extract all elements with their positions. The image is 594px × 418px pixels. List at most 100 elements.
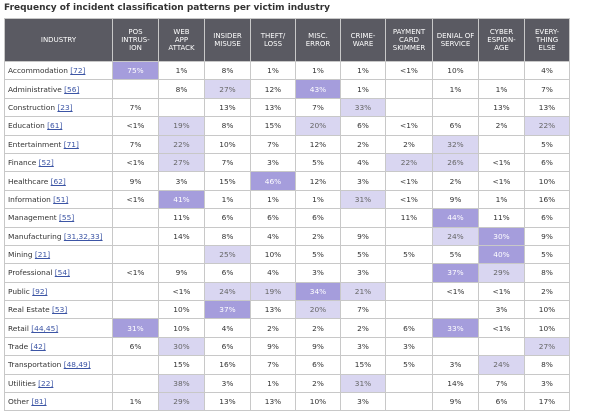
column-header: POS INTRUS- ION (112, 18, 159, 62)
naics-code-link[interactable]: [72] (70, 66, 86, 76)
naics-code-link[interactable]: [53] (52, 305, 68, 315)
industry-name: Construction (8, 102, 58, 112)
industry-name: Accommodation (8, 66, 71, 76)
industry-name: Entertainment (8, 139, 64, 149)
table-row: Other [81] 1% 29% 13% 13% 10% 3% 9% 6% 17% (4, 392, 570, 412)
naics-code-link[interactable]: [21] (34, 250, 51, 260)
value-cell: 4% (250, 263, 296, 283)
column-header-line: AGE (494, 44, 509, 52)
industry-name: Healthcare (8, 176, 51, 186)
table-row: Trade [42] 6% 30% 6% 9% 9% 3% 3% 27% (4, 336, 570, 357)
industry-cell: Other [81] (4, 392, 113, 412)
column-header: CYBER ESPION- AGE (478, 18, 525, 62)
value-cell (432, 97, 479, 118)
column-header: THEFT/LOSS (250, 18, 296, 62)
value-cell: 13% (250, 300, 296, 320)
value-cell: <1% (385, 116, 433, 136)
value-cell: 6% (204, 263, 251, 283)
value-cell: 2% (295, 226, 341, 246)
value-cell: 16% (204, 355, 251, 375)
value-cell: 9% (432, 189, 479, 210)
column-header: CRIME- WARE (340, 18, 386, 62)
value-cell: 17% (524, 392, 570, 412)
value-cell: 6% (295, 355, 341, 375)
value-cell (112, 355, 159, 375)
value-cell: 19% (250, 281, 296, 302)
table-row: Accommodation [72] 75% 1% 8% 1% 1% 1% <1% 10% 4% (4, 60, 570, 81)
column-header-line: ERROR (305, 40, 331, 48)
naics-code-link[interactable]: [31,32,33] (63, 231, 103, 241)
value-cell: <1% (112, 152, 159, 173)
value-cell: 13% (250, 392, 296, 412)
value-cell: 27% (158, 152, 205, 173)
value-cell (432, 300, 479, 320)
naics-code-link[interactable]: [22] (38, 378, 54, 388)
value-cell: 41% (158, 189, 205, 210)
industry-cell: Administrative [56] (4, 79, 113, 99)
value-cell: 5% (295, 244, 341, 265)
value-cell: 15% (158, 355, 205, 375)
value-cell (432, 336, 479, 357)
table-row: Healthcare [62] 9% 3% 15% 46% 12% 3% <1% 2% <1% 10… (4, 171, 570, 191)
value-cell: 5% (432, 244, 479, 265)
value-cell: 30% (158, 336, 205, 357)
naics-code-link[interactable]: [48,49] (63, 360, 91, 370)
column-header-line: EVERY- (534, 28, 560, 36)
naics-code-link[interactable]: [92] (32, 286, 48, 296)
value-cell: 9% (295, 336, 341, 357)
value-cell: 37% (204, 300, 251, 320)
industry-cell: Transportation [48,49] (4, 355, 113, 375)
value-cell: 24% (478, 355, 525, 375)
industry-name: Retail (8, 323, 32, 333)
value-cell: <1% (385, 189, 433, 210)
value-cell: 3% (340, 336, 386, 357)
table-body: Accommodation [72] 75% 1% 8% 1% 1% 1% <1% 10% 4% A… (4, 60, 570, 412)
industry-name: Professional (8, 268, 55, 278)
naics-code-link[interactable]: [54] (54, 268, 70, 278)
value-cell: 9% (158, 263, 205, 283)
value-cell: 3% (340, 392, 386, 412)
value-cell: 13% (204, 392, 251, 412)
naics-code-link[interactable]: [71] (63, 139, 79, 149)
value-cell: 2% (250, 318, 296, 338)
value-cell: 8% (524, 355, 570, 375)
value-cell: 7% (250, 355, 296, 375)
value-cell: 3% (478, 300, 525, 320)
naics-code-link[interactable]: [23] (57, 102, 73, 112)
industry-name: Information (8, 194, 54, 204)
value-cell: <1% (478, 318, 525, 338)
naics-code-link[interactable]: [51] (53, 194, 69, 204)
value-cell: 5% (340, 244, 386, 265)
value-cell: 27% (524, 336, 570, 357)
value-cell: 11% (385, 208, 433, 228)
naics-code-link[interactable]: [44,45] (31, 323, 59, 333)
value-cell: 24% (204, 281, 251, 302)
column-header-line: MISUSE (214, 40, 241, 48)
industry-name: Education (8, 121, 48, 131)
value-cell: 6% (385, 318, 433, 338)
value-cell: 2% (295, 373, 341, 394)
industry-name: Other (8, 397, 32, 407)
value-cell: 6% (204, 336, 251, 357)
value-cell: 24% (432, 226, 479, 246)
column-header-line: ESPION- (487, 36, 516, 44)
table-row: Entertainment [71] 7% 22% 10% 7% 12% 2% 2% 32% 5% (4, 134, 570, 154)
naics-code-link[interactable]: [55] (59, 213, 75, 223)
naics-code-link[interactable]: [81] (31, 397, 47, 407)
industry-cell: Healthcare [62] (4, 171, 113, 191)
value-cell: 1% (478, 79, 525, 99)
value-cell: 43% (295, 79, 341, 99)
value-cell: 5% (385, 355, 433, 375)
naics-code-link[interactable]: [61] (47, 121, 63, 131)
naics-code-link[interactable]: [42] (30, 342, 46, 352)
value-cell: 22% (385, 152, 433, 173)
value-cell: 8% (524, 263, 570, 283)
value-cell: 16% (524, 189, 570, 210)
value-cell: 46% (250, 171, 296, 191)
value-cell: 1% (250, 189, 296, 210)
value-cell: 13% (204, 97, 251, 118)
value-cell: 6% (432, 116, 479, 136)
naics-code-link[interactable]: [56] (64, 84, 80, 94)
naics-code-link[interactable]: [52] (38, 158, 54, 168)
naics-code-link[interactable]: [62] (50, 176, 66, 186)
